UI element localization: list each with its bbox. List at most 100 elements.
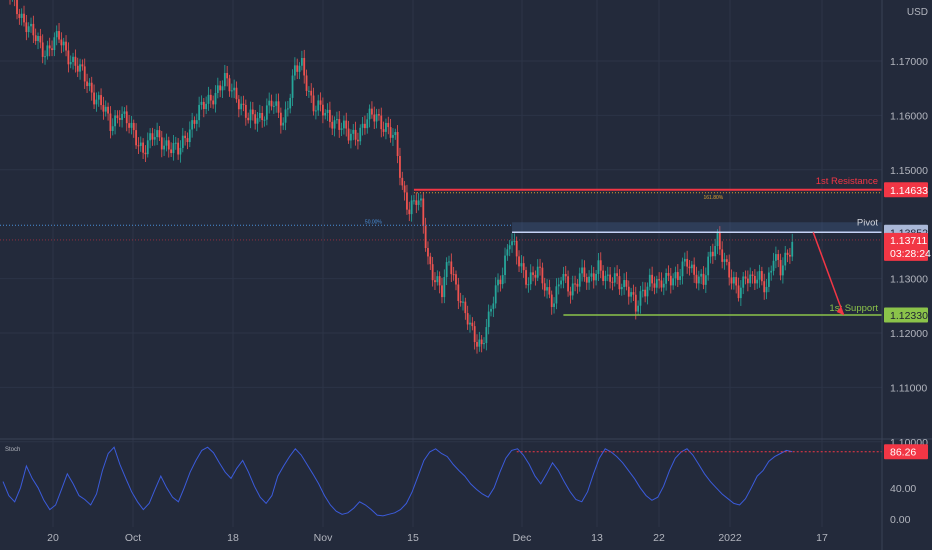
candle-body bbox=[200, 101, 203, 105]
candle-body bbox=[557, 284, 560, 287]
candle-body bbox=[408, 209, 411, 215]
candle-body bbox=[303, 57, 306, 76]
candle-body bbox=[562, 273, 565, 281]
candle-body bbox=[137, 145, 140, 147]
stoch-line bbox=[2, 446, 793, 517]
candle-body bbox=[79, 64, 81, 72]
candle-body bbox=[634, 294, 637, 312]
candle-body bbox=[195, 120, 198, 124]
candle-body bbox=[662, 283, 665, 288]
candle-body bbox=[76, 65, 79, 72]
candle-body bbox=[667, 272, 670, 276]
candle-body bbox=[459, 301, 462, 303]
candle-body bbox=[375, 114, 378, 122]
candle-body bbox=[214, 92, 217, 105]
candle-body bbox=[114, 115, 116, 127]
candle-body bbox=[541, 267, 544, 284]
candle-body bbox=[469, 322, 471, 325]
candle-body bbox=[695, 274, 698, 284]
candle-body bbox=[410, 200, 413, 215]
candle-body bbox=[448, 261, 450, 263]
candle-body bbox=[179, 147, 182, 155]
price-axis[interactable]: 1.17000 1.16000 1.15000 1.13000 1.12000 1.110… bbox=[884, 56, 931, 526]
candle-body bbox=[536, 266, 539, 278]
candle-body bbox=[321, 104, 324, 116]
candle-body bbox=[237, 99, 240, 110]
stoch-tick-label: 40.00 bbox=[890, 483, 916, 495]
support-label: 1st Support bbox=[829, 303, 878, 314]
candle-body bbox=[599, 260, 602, 271]
candle-body bbox=[471, 322, 474, 327]
candle-body bbox=[760, 271, 763, 282]
candle-body bbox=[74, 56, 77, 66]
candle-body bbox=[779, 259, 782, 276]
candle-body bbox=[268, 100, 271, 106]
price-tick-label: 1.16000 bbox=[890, 110, 928, 122]
candle-body bbox=[359, 127, 362, 142]
candle-body bbox=[585, 277, 588, 283]
candle-body bbox=[319, 100, 322, 105]
candle-body bbox=[275, 101, 278, 106]
candle-body bbox=[205, 103, 208, 110]
candle-body bbox=[455, 274, 457, 285]
candle-body bbox=[504, 255, 506, 276]
candle-body bbox=[350, 133, 352, 141]
time-axis[interactable]: 20 Oct 18 Nov 15 Dec 13 22 2022 17 bbox=[47, 532, 828, 544]
candle-body bbox=[420, 198, 422, 201]
candle-body bbox=[721, 249, 724, 262]
candle-body bbox=[464, 301, 467, 314]
candle-body bbox=[651, 274, 654, 284]
candle-body bbox=[354, 129, 357, 140]
candle-body bbox=[501, 275, 504, 285]
candle-body bbox=[466, 313, 469, 325]
candle-body bbox=[37, 36, 39, 42]
candle-body bbox=[289, 97, 292, 109]
candle-body bbox=[18, 14, 21, 18]
candle-body bbox=[690, 264, 693, 269]
candle-body bbox=[72, 56, 74, 62]
candle-body bbox=[653, 283, 656, 288]
candle-body bbox=[534, 274, 537, 278]
candle-body bbox=[597, 260, 600, 274]
candle-body bbox=[69, 61, 72, 65]
candle-body bbox=[632, 292, 635, 295]
candle-body bbox=[20, 13, 23, 18]
candle-body bbox=[476, 342, 478, 347]
candle-body bbox=[336, 119, 338, 121]
candle-body bbox=[279, 112, 282, 126]
candle-body bbox=[669, 275, 672, 286]
candle-body bbox=[415, 200, 418, 205]
candle-body bbox=[83, 66, 86, 82]
candle-body bbox=[373, 114, 376, 122]
candle-body bbox=[27, 26, 30, 33]
candle-body bbox=[324, 112, 327, 116]
candle-body bbox=[151, 133, 154, 140]
projection-arrowhead bbox=[836, 307, 844, 316]
candle-body bbox=[401, 177, 404, 186]
candle-body bbox=[60, 39, 63, 46]
candle-body bbox=[212, 100, 215, 105]
candle-body bbox=[702, 273, 705, 285]
candle-body bbox=[681, 261, 684, 277]
candle-body bbox=[305, 75, 308, 91]
candle-body bbox=[156, 130, 159, 138]
candle-body bbox=[44, 56, 46, 58]
candle-body bbox=[345, 120, 348, 129]
candle-body bbox=[242, 103, 245, 105]
candle-body bbox=[249, 109, 252, 121]
candle-body bbox=[513, 240, 516, 242]
resistance-label: 1st Resistance bbox=[816, 176, 878, 187]
candle-body bbox=[742, 276, 745, 288]
candle-body bbox=[125, 111, 128, 124]
candle-body bbox=[529, 272, 532, 285]
fib-161-label: 161.80% bbox=[704, 195, 724, 201]
candle-body bbox=[485, 327, 488, 344]
time-tick-label: 18 bbox=[227, 532, 239, 544]
pivot-zone bbox=[512, 222, 882, 233]
candle-body bbox=[473, 326, 476, 343]
candle-body bbox=[282, 122, 285, 126]
candle-body bbox=[730, 277, 733, 284]
candle-body bbox=[88, 82, 91, 87]
candle-body bbox=[65, 41, 67, 51]
